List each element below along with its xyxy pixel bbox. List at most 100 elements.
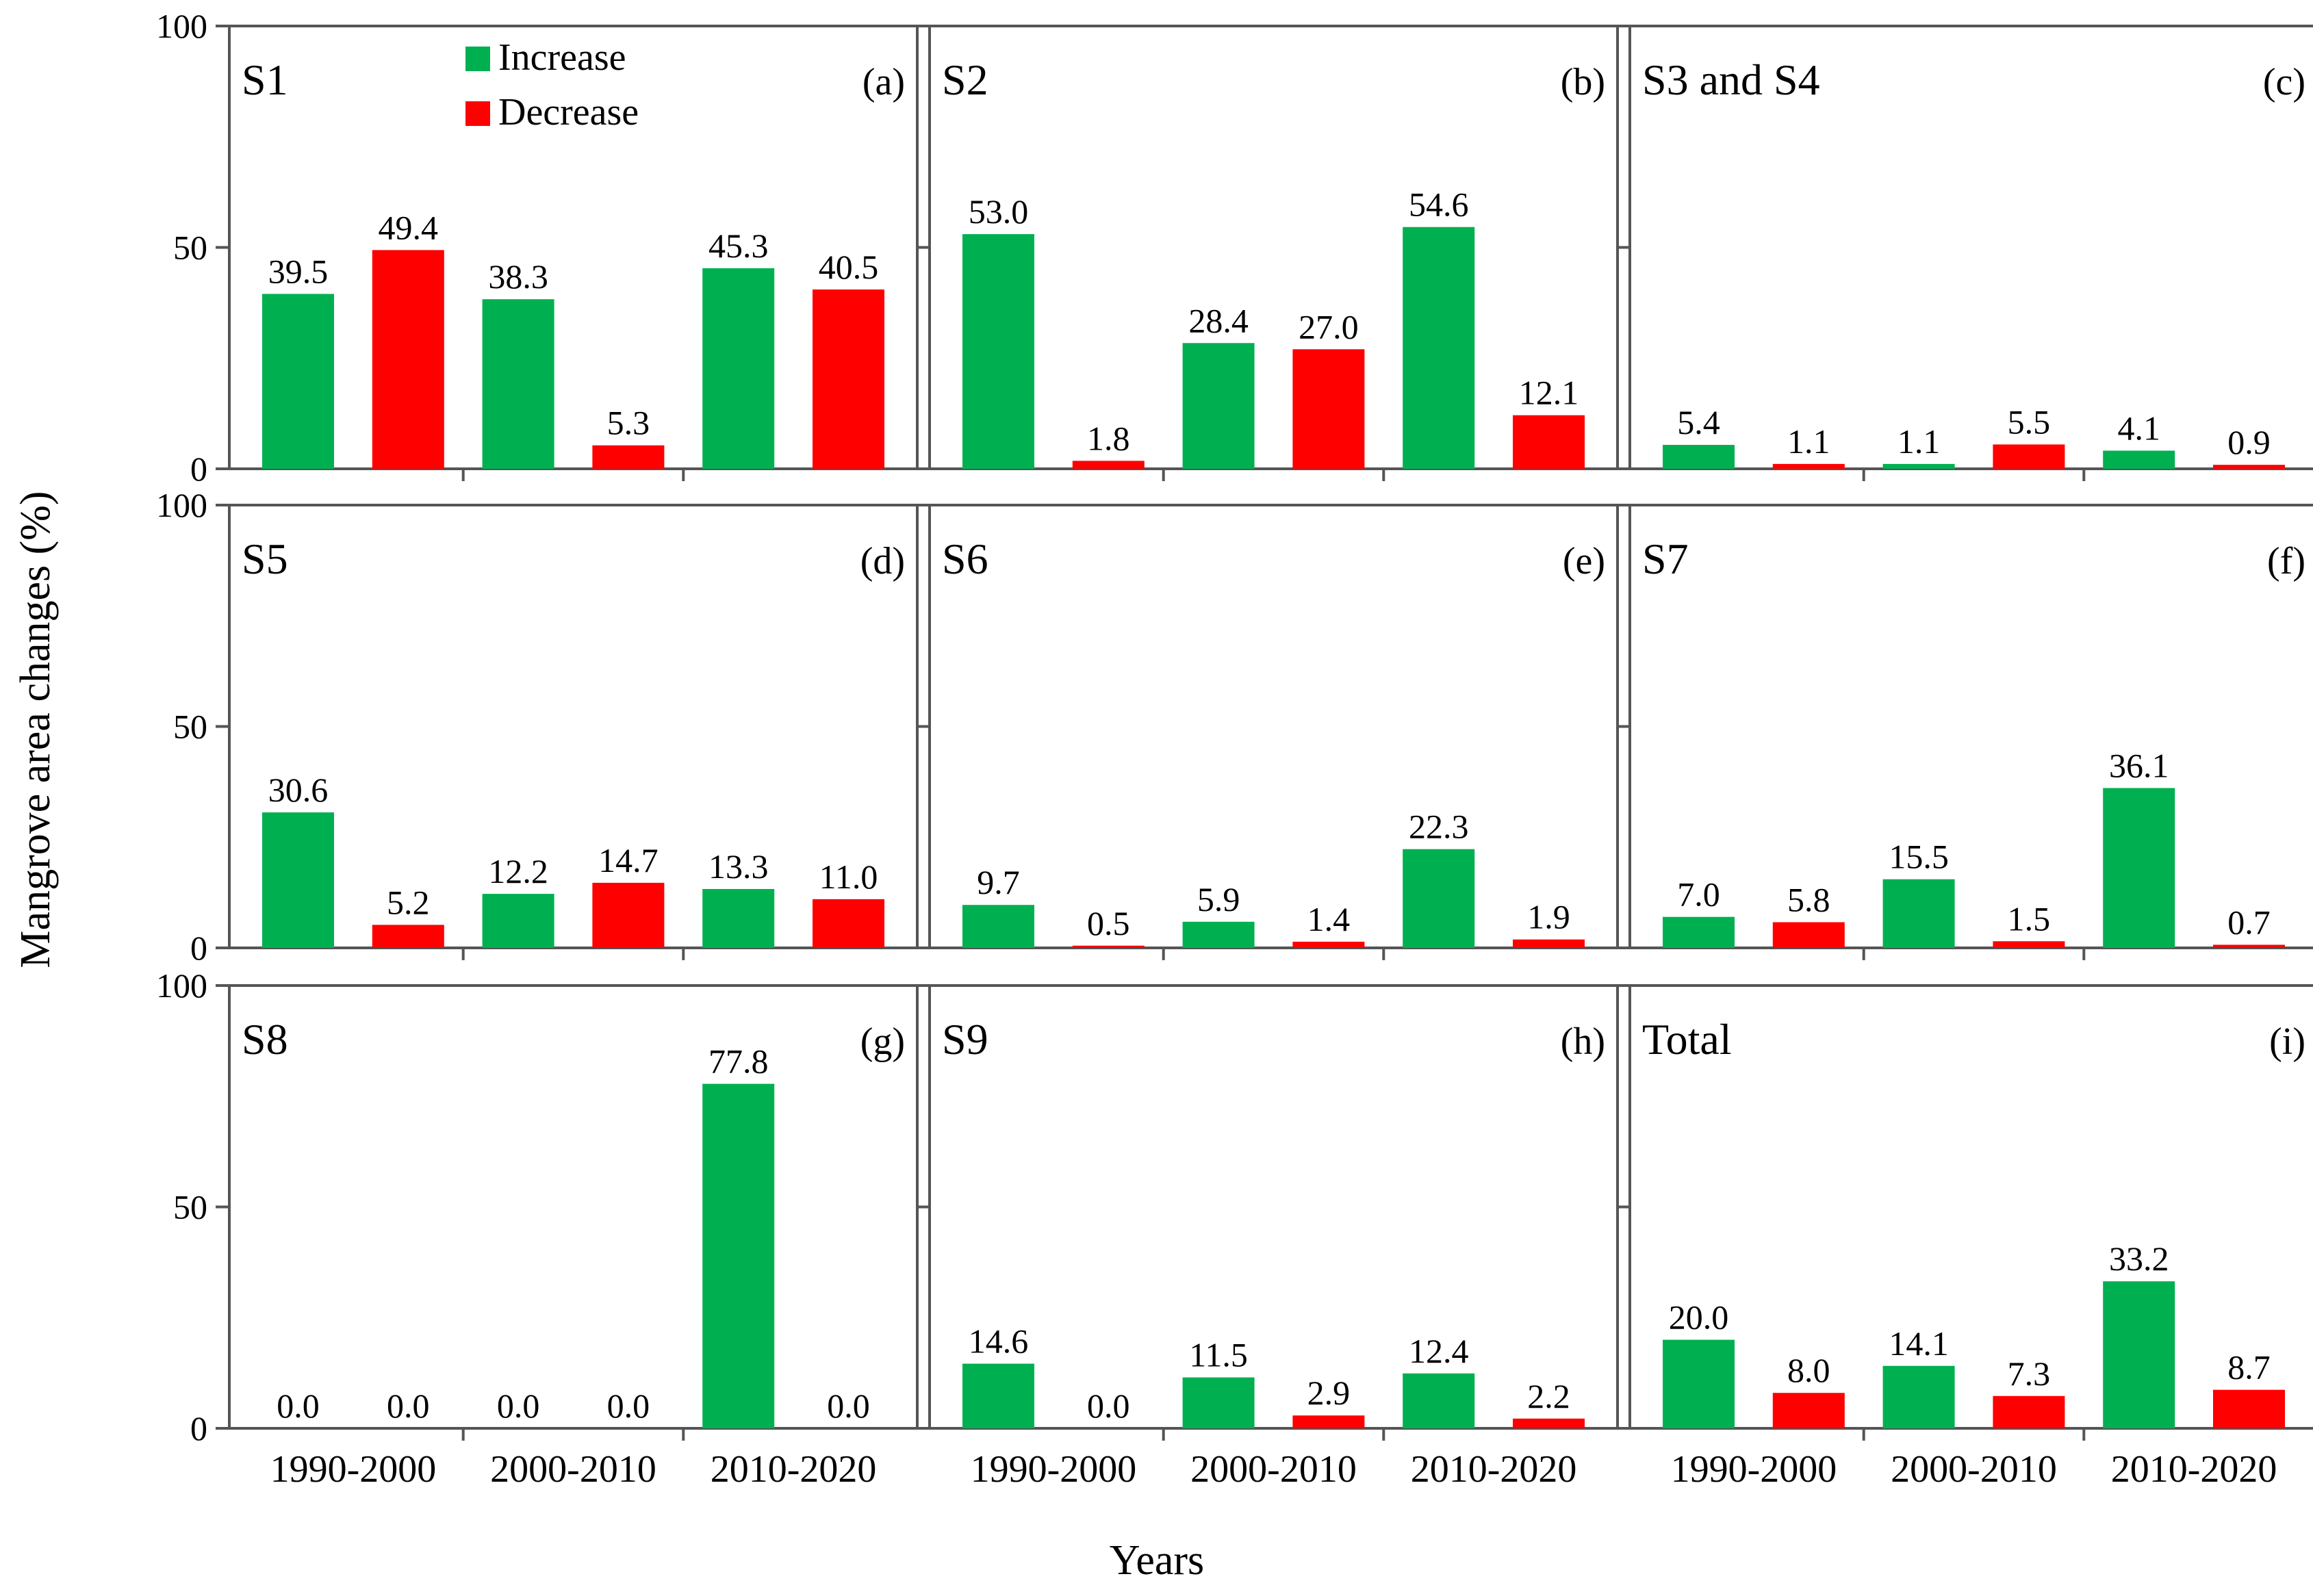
value-label-increase-2000-2010: 12.2 (488, 852, 548, 890)
bar-decrease-2010-2020 (1513, 415, 1585, 469)
bar-increase-2000-2010 (1882, 1365, 1955, 1428)
value-label-increase-2000-2010: 38.3 (488, 257, 548, 296)
value-label-increase-1990-2000: 5.4 (1677, 403, 1720, 441)
panel-letter: (b) (1561, 61, 1605, 103)
panel-title: S8 (242, 1015, 288, 1064)
panel-s5: 0 50 100 30.6 5.2 12.2 14.7 13.3 11.0 S5 (d) (156, 486, 919, 967)
y-tick-label: 0 (190, 450, 207, 488)
bar-decrease-1990-2000 (372, 925, 444, 948)
value-label-decrease-2010-2020: 11.0 (819, 858, 878, 896)
bar-decrease-1990-2000 (1072, 461, 1145, 469)
bar-decrease-1990-2000 (1072, 945, 1145, 948)
panel-letter: (d) (860, 540, 905, 582)
panel-letter: (f) (2267, 540, 2305, 582)
category-label-1990-2000: 1990-2000 (1671, 1448, 1837, 1491)
bar-decrease-2010-2020 (2213, 1389, 2285, 1428)
bar-increase-1990-2000 (262, 294, 334, 469)
value-label-increase-1990-2000: 20.0 (1669, 1298, 1729, 1337)
value-label-decrease-2000-2010: 2.9 (1307, 1374, 1351, 1412)
bar-decrease-2010-2020 (813, 899, 884, 948)
value-label-increase-1990-2000: 14.6 (969, 1322, 1029, 1361)
bar-increase-1990-2000 (1663, 916, 1735, 948)
value-label-decrease-2000-2010: 0.0 (607, 1387, 650, 1425)
panel-title: S3 and S4 (1642, 55, 1820, 104)
bar-decrease-2010-2020 (813, 289, 884, 469)
bar-increase-1990-2000 (962, 234, 1034, 469)
panel-letter: (i) (2269, 1020, 2305, 1063)
bar-increase-2010-2020 (2103, 788, 2175, 948)
category-label-1990-2000: 1990-2000 (270, 1448, 437, 1491)
panel-total: 20.0 8.0 1990-2000 14.1 7.3 2000-2010 33.2 8.7 2… (1616, 984, 2313, 1491)
value-label-decrease-1990-2000: 5.2 (387, 883, 430, 921)
bar-decrease-2010-2020 (1513, 1418, 1585, 1428)
value-label-increase-1990-2000: 9.7 (977, 863, 1020, 901)
value-label-decrease-1990-2000: 8.0 (1787, 1351, 1830, 1389)
value-label-decrease-2010-2020: 40.5 (819, 248, 879, 286)
bar-decrease-2000-2010 (592, 445, 665, 469)
value-label-decrease-2010-2020: 0.0 (827, 1387, 870, 1425)
bar-decrease-1990-2000 (1772, 922, 1845, 948)
panel-letter: (h) (1561, 1020, 1605, 1063)
value-label-increase-1990-2000: 53.0 (969, 192, 1029, 231)
bar-increase-1990-2000 (1663, 445, 1735, 469)
value-label-decrease-2000-2010: 7.3 (2008, 1354, 2051, 1393)
value-label-decrease-2010-2020: 1.9 (1527, 898, 1570, 936)
bar-increase-1990-2000 (262, 812, 334, 948)
panel-s7: 7.0 5.8 15.5 1.5 36.1 0.7 S7 (f) (1616, 504, 2313, 960)
value-label-decrease-2010-2020: 0.7 (2227, 903, 2271, 941)
panel-title: S5 (242, 535, 288, 583)
value-label-increase-2000-2010: 1.1 (1897, 422, 1941, 461)
y-tick-label: 50 (173, 708, 207, 746)
value-label-decrease-1990-2000: 0.0 (387, 1387, 430, 1425)
x-axis-title: Years (1110, 1537, 1204, 1584)
panel-title: S7 (1642, 535, 1689, 583)
value-label-decrease-2010-2020: 0.9 (2227, 423, 2271, 461)
y-tick-label: 50 (173, 1188, 207, 1226)
panel-letter: (a) (862, 61, 905, 103)
value-label-increase-2000-2010: 28.4 (1188, 301, 1249, 339)
bar-increase-2010-2020 (1403, 1373, 1475, 1428)
legend-label-decrease: Decrease (498, 91, 639, 133)
bar-increase-2010-2020 (1403, 227, 1475, 469)
category-label-2000-2010: 2000-2010 (490, 1448, 656, 1491)
bar-increase-2000-2010 (1182, 1377, 1255, 1428)
bar-increase-2010-2020 (702, 888, 775, 948)
value-label-decrease-1990-2000: 49.4 (379, 208, 439, 246)
panel-frame (928, 504, 1619, 949)
bar-decrease-2000-2010 (1292, 1415, 1365, 1428)
category-label-2010-2020: 2010-2020 (711, 1448, 877, 1491)
value-label-increase-2010-2020: 12.4 (1409, 1332, 1469, 1370)
panel-s2: 53.0 1.8 28.4 27.0 54.6 12.1 S2 (b) (916, 25, 1619, 481)
panel-title: Total (1642, 1015, 1732, 1064)
bar-increase-2010-2020 (702, 1083, 775, 1428)
panel-frame (1628, 504, 2313, 949)
panel-s1: 0 50 100 39.5 49.4 38.3 5.3 45.3 40.5 S1 (a) (156, 7, 919, 488)
bar-decrease-2000-2010 (1292, 941, 1365, 948)
value-label-increase-2000-2010: 11.5 (1189, 1336, 1248, 1374)
category-label-1990-2000: 1990-2000 (971, 1448, 1137, 1491)
bar-increase-1990-2000 (1663, 1339, 1735, 1428)
value-label-increase-1990-2000: 7.0 (1677, 875, 1720, 914)
value-label-increase-2010-2020: 45.3 (708, 227, 769, 265)
value-label-decrease-1990-2000: 0.5 (1087, 904, 1130, 942)
bar-increase-2010-2020 (2103, 450, 2175, 469)
bar-decrease-1990-2000 (1772, 463, 1845, 469)
category-label-2010-2020: 2010-2020 (2111, 1448, 2277, 1491)
y-tick-label: 50 (173, 229, 207, 267)
y-tick-label: 100 (156, 486, 207, 524)
value-label-increase-2010-2020: 4.1 (2117, 409, 2160, 447)
value-label-increase-2000-2010: 5.9 (1197, 880, 1240, 918)
bar-increase-2000-2010 (1182, 343, 1255, 469)
value-label-increase-1990-2000: 39.5 (268, 252, 329, 290)
panel-s6: 9.7 0.5 5.9 1.4 22.3 1.9 S6 (e) (916, 504, 1619, 960)
bar-decrease-1990-2000 (372, 250, 444, 469)
value-label-increase-2010-2020: 33.2 (2109, 1239, 2169, 1278)
bar-decrease-2000-2010 (1993, 444, 2065, 469)
bar-decrease-2000-2010 (1993, 941, 2065, 948)
bar-decrease-2000-2010 (592, 882, 665, 948)
value-label-decrease-2000-2010: 14.7 (598, 841, 659, 879)
value-label-increase-2000-2010: 14.1 (1889, 1324, 1949, 1363)
bar-decrease-2010-2020 (1513, 939, 1585, 948)
bar-decrease-2000-2010 (1292, 349, 1365, 469)
